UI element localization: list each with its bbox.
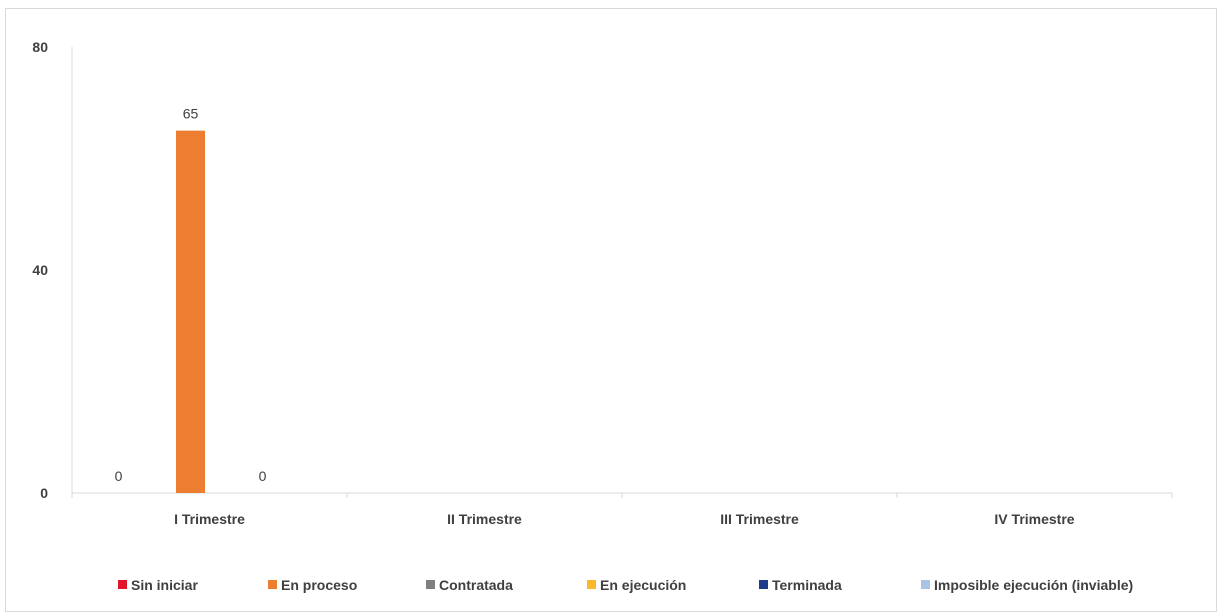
legend-item-label: En ejecución	[600, 577, 686, 593]
legend-item-label: Sin iniciar	[131, 577, 198, 593]
data-label: 65	[183, 106, 199, 122]
y-tick-label: 0	[40, 485, 48, 501]
category-label: IV Trimestre	[994, 511, 1074, 527]
y-tick-label: 40	[32, 262, 48, 278]
legend-item-label: Imposible ejecución (inviable)	[934, 577, 1133, 593]
category-label: II Trimestre	[447, 511, 522, 527]
legend-item-label: Contratada	[439, 577, 513, 593]
bar	[176, 130, 205, 493]
legend-swatch	[587, 580, 596, 589]
legend-swatch	[759, 580, 768, 589]
chart-frame	[5, 8, 1217, 612]
legend-swatch	[426, 580, 435, 589]
data-label: 0	[115, 468, 123, 484]
legend-swatch	[268, 580, 277, 589]
legend-swatch	[118, 580, 127, 589]
legend-item-label: Terminada	[772, 577, 842, 593]
y-tick-label: 80	[32, 39, 48, 55]
category-label: III Trimestre	[720, 511, 799, 527]
legend-item-label: En proceso	[281, 577, 357, 593]
category-label: I Trimestre	[174, 511, 245, 527]
legend-swatch	[921, 580, 930, 589]
data-label: 0	[259, 468, 267, 484]
